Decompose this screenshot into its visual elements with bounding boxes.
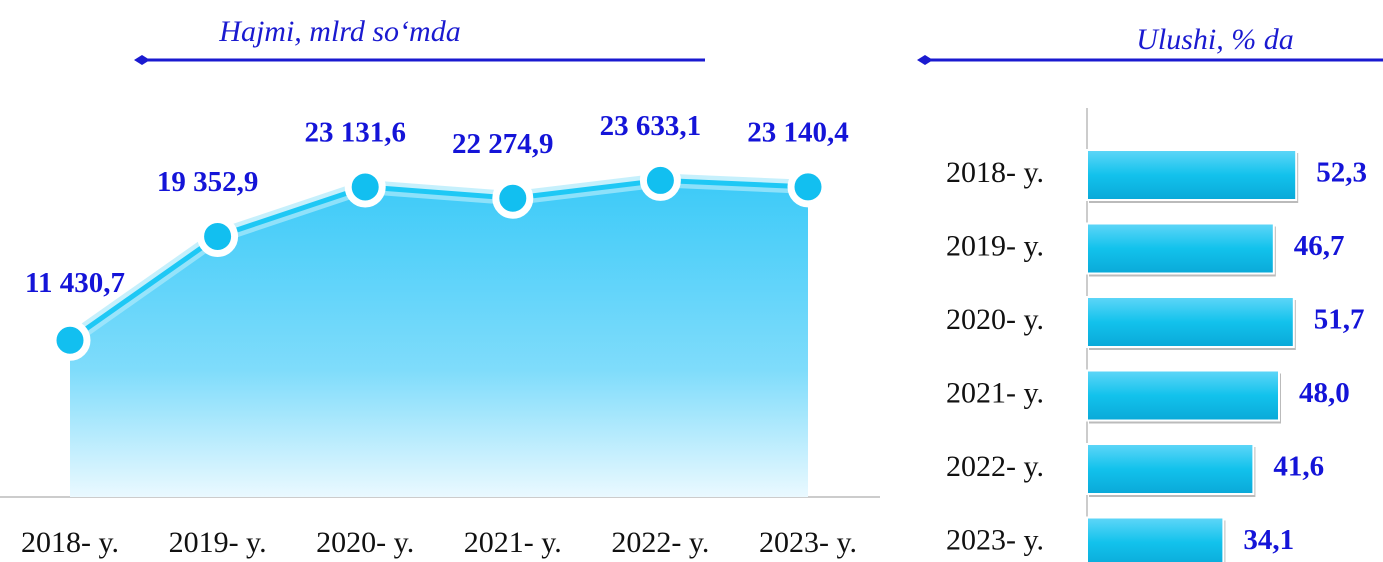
y-tick-label: 2019- y. <box>946 229 1044 262</box>
y-tick-label: 2023- y. <box>946 523 1044 556</box>
data-label: 51,7 <box>1314 304 1365 336</box>
x-tick-label: 2023- y. <box>759 526 857 559</box>
data-label: 11 430,7 <box>25 267 125 299</box>
y-tick-label: 2020- y. <box>946 303 1044 336</box>
point <box>787 166 829 208</box>
bar <box>1086 149 1298 201</box>
bar <box>1086 443 1255 495</box>
x-tick-label: 2018- y. <box>21 526 119 559</box>
data-label: 52,3 <box>1316 157 1367 189</box>
x-tick-label: 2020- y. <box>316 526 414 559</box>
point <box>197 215 239 257</box>
data-label: 23 140,4 <box>747 117 849 149</box>
x-tick-label: 2019- y. <box>169 526 267 559</box>
point <box>344 166 386 208</box>
title-marker <box>134 55 150 65</box>
data-label: 22 274,9 <box>452 128 554 160</box>
line <box>68 177 809 343</box>
y-tick-label: 2021- y. <box>946 376 1044 409</box>
title-marker <box>917 55 933 65</box>
point <box>49 319 91 361</box>
bar <box>1086 369 1280 422</box>
bar <box>1086 296 1295 348</box>
x-tick-label: 2021- y. <box>464 526 562 559</box>
data-label: 46,7 <box>1294 230 1345 262</box>
x-tick-label: 2022- y. <box>611 526 709 559</box>
data-label: 19 352,9 <box>157 166 259 198</box>
y-tick-label: 2018- y. <box>946 156 1044 189</box>
chart-title: Hajmi, mlrd so‘mda <box>218 15 460 48</box>
chart-title: Ulushi, % da <box>1136 23 1294 56</box>
area <box>70 180 808 498</box>
data-label: 48,0 <box>1299 377 1350 409</box>
point <box>639 159 681 201</box>
data-label: 34,1 <box>1243 524 1294 556</box>
data-label: 41,6 <box>1273 451 1324 483</box>
bar <box>1086 222 1275 275</box>
point <box>492 177 534 219</box>
data-label: 23 131,6 <box>304 117 406 149</box>
bar <box>1086 516 1225 562</box>
y-tick-label: 2022- y. <box>946 450 1044 483</box>
data-label: 23 633,1 <box>600 110 702 142</box>
